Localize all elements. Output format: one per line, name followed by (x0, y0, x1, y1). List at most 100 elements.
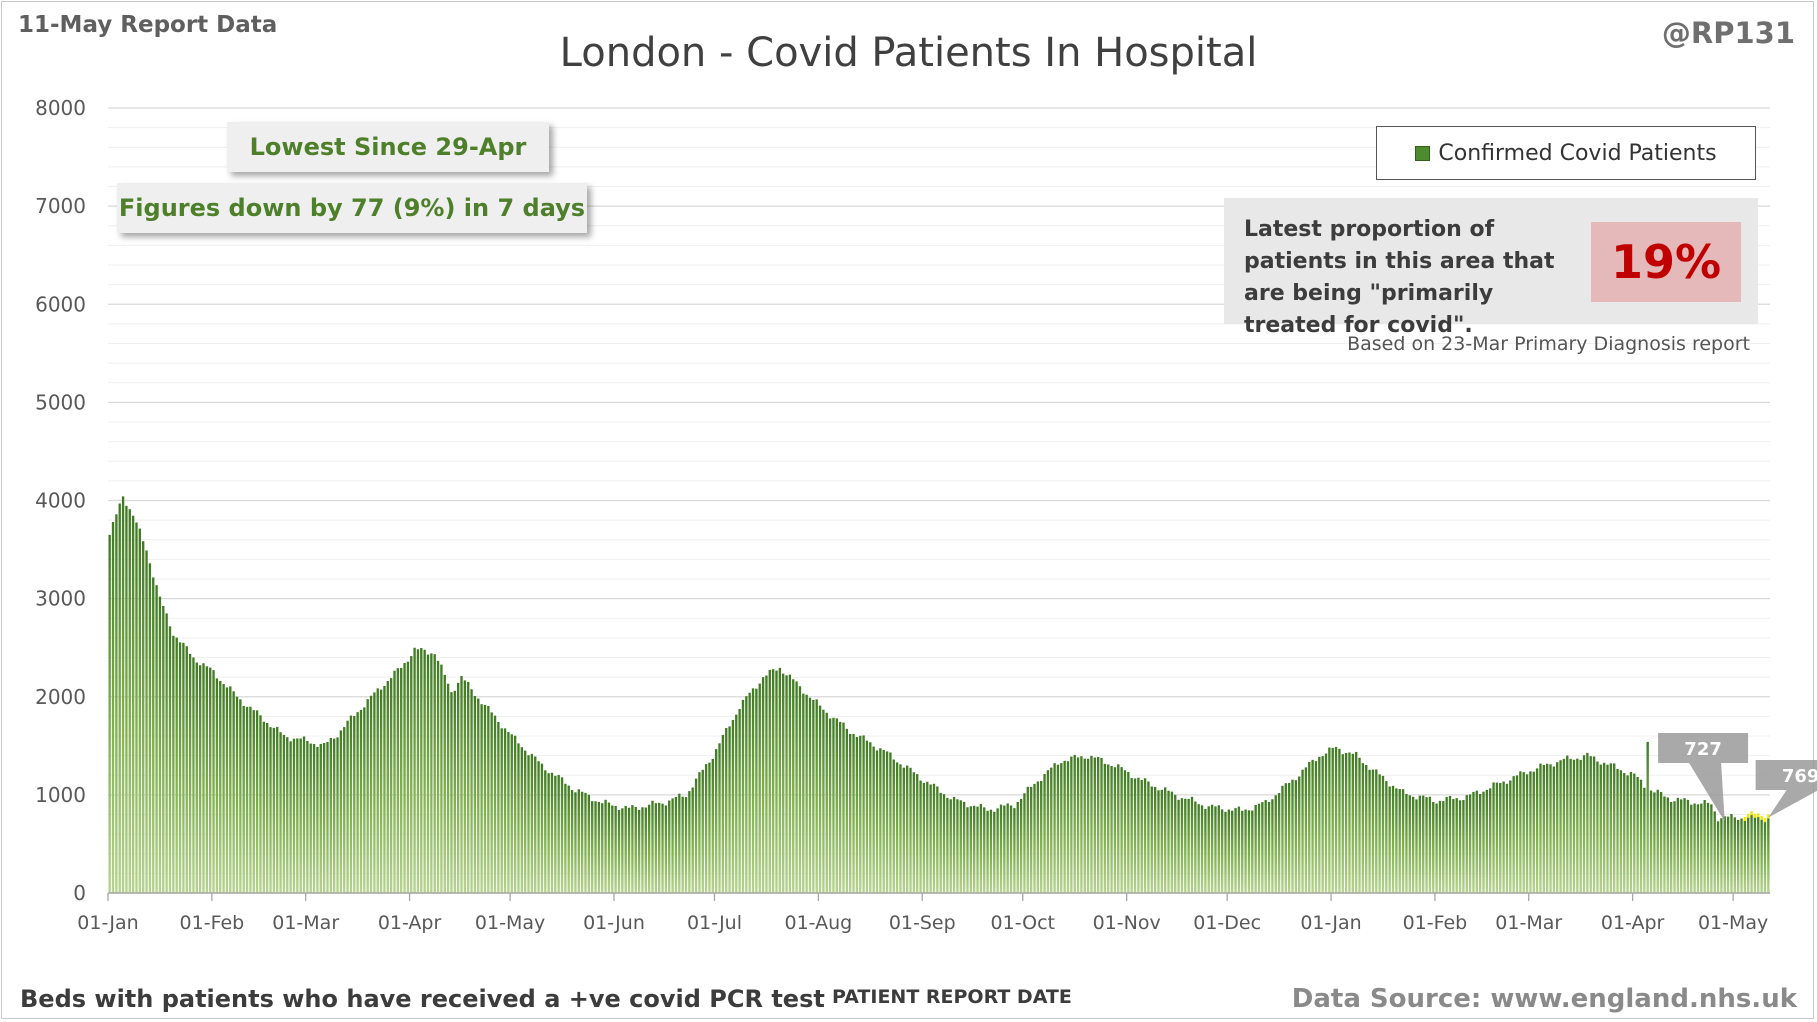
chart-bar (1120, 767, 1123, 893)
chart-bar (895, 762, 899, 893)
chart-bar (493, 715, 497, 893)
highlight-mark (1767, 814, 1770, 819)
chart-bar (694, 778, 698, 893)
chart-bar (875, 750, 879, 893)
x-tick-label: 01-Jun (583, 912, 645, 934)
chart-bar (423, 649, 426, 893)
chart-bar (118, 503, 121, 893)
chart-bar (865, 740, 869, 893)
chart-bar (1170, 791, 1174, 893)
chart-bar (1743, 820, 1747, 893)
chart-bar (487, 705, 490, 893)
chart-bar (1381, 775, 1385, 893)
chart-bar (537, 761, 540, 893)
chart-bar (527, 755, 530, 893)
chart-bar (1435, 803, 1438, 893)
chart-bar (681, 796, 684, 893)
highlight-mark (1760, 815, 1763, 820)
chart-bar (631, 805, 634, 893)
chart-bar (426, 654, 430, 893)
chart-bar (339, 730, 343, 893)
chart-bar (1066, 761, 1070, 893)
chart-bar (269, 727, 272, 893)
chart-bar (966, 807, 969, 893)
data-source: Data Source: www.england.nhs.uk (1291, 984, 1797, 1014)
chart-bar (912, 772, 916, 893)
chart-bar (235, 696, 239, 893)
chart-bar (1492, 782, 1495, 893)
chart-bar (952, 796, 956, 893)
chart-bar (1220, 809, 1224, 893)
chart-bar (1257, 803, 1261, 893)
chart-bar (778, 667, 782, 893)
chart-bar (289, 741, 292, 893)
chart-bar (1676, 797, 1680, 893)
chart-bar (1251, 810, 1254, 893)
chart-bar (735, 714, 738, 893)
legend-swatch (1415, 145, 1431, 161)
chart-bar (1184, 798, 1187, 893)
chart-bar (1177, 799, 1180, 893)
chart-bar (574, 792, 577, 893)
chart-bar (406, 661, 410, 893)
chart-bar (1197, 804, 1200, 893)
chart-bar (1669, 801, 1673, 893)
chart-bar (1549, 764, 1552, 893)
chart-bar (1009, 805, 1013, 893)
chart-bar (828, 718, 832, 893)
chart-bar (1633, 773, 1636, 893)
chart-bar (359, 709, 363, 893)
chart-bar (1706, 802, 1710, 893)
chart-bar (158, 596, 162, 893)
chart-bar (725, 727, 728, 893)
chart-bar (386, 680, 389, 893)
chart-bar (795, 681, 798, 893)
chart-bar (1003, 805, 1006, 893)
chart-bar (1599, 764, 1602, 893)
chart-bar (1200, 805, 1204, 893)
chart-bar (1277, 793, 1281, 893)
chart-bar (798, 686, 802, 893)
x-tick-label: 01-Mar (272, 912, 339, 934)
chart-bar (1130, 778, 1133, 893)
chart-bar (232, 691, 235, 893)
chart-bar (979, 803, 983, 893)
chart-bar (1468, 794, 1472, 893)
chart-title: London - Covid Patients In Hospital (559, 30, 1258, 76)
chart-bar (708, 762, 711, 893)
chart-bar (379, 689, 383, 893)
chart-bar (205, 666, 209, 893)
chart-bar (1110, 765, 1113, 893)
chart-bar (443, 674, 446, 893)
chart-bar (450, 692, 453, 893)
chart-bar (818, 705, 822, 893)
chart-bar (1452, 799, 1455, 893)
chart-bar (664, 805, 668, 893)
x-tick-label: 01-May (475, 912, 545, 934)
chart-bar (989, 809, 993, 893)
chart-bar (1525, 774, 1529, 893)
chart-bar (580, 791, 584, 893)
chart-bar (788, 674, 792, 893)
x-tick-label: 01-Jan (1300, 912, 1361, 934)
chart-bar (604, 799, 607, 893)
chart-bar (1686, 799, 1690, 893)
chart-bar (1318, 756, 1321, 893)
chart-bar (400, 667, 403, 893)
chart-bar (460, 675, 463, 893)
chart-bar (125, 505, 128, 893)
annotation-callout (1755, 760, 1817, 818)
chart-bar (299, 738, 302, 893)
chart-bar (1006, 803, 1009, 893)
chart-bar (1579, 759, 1582, 893)
chart-bar (520, 747, 523, 893)
chart-bar (1083, 758, 1086, 893)
chart-bar (326, 742, 329, 893)
chart-bar (1040, 781, 1043, 893)
chart-bar (1696, 804, 1700, 893)
chart-bar (704, 764, 708, 893)
chart-bar (165, 613, 168, 893)
chart-bar (416, 649, 420, 893)
chart-bar (172, 635, 175, 893)
chart-bar (1482, 791, 1485, 893)
